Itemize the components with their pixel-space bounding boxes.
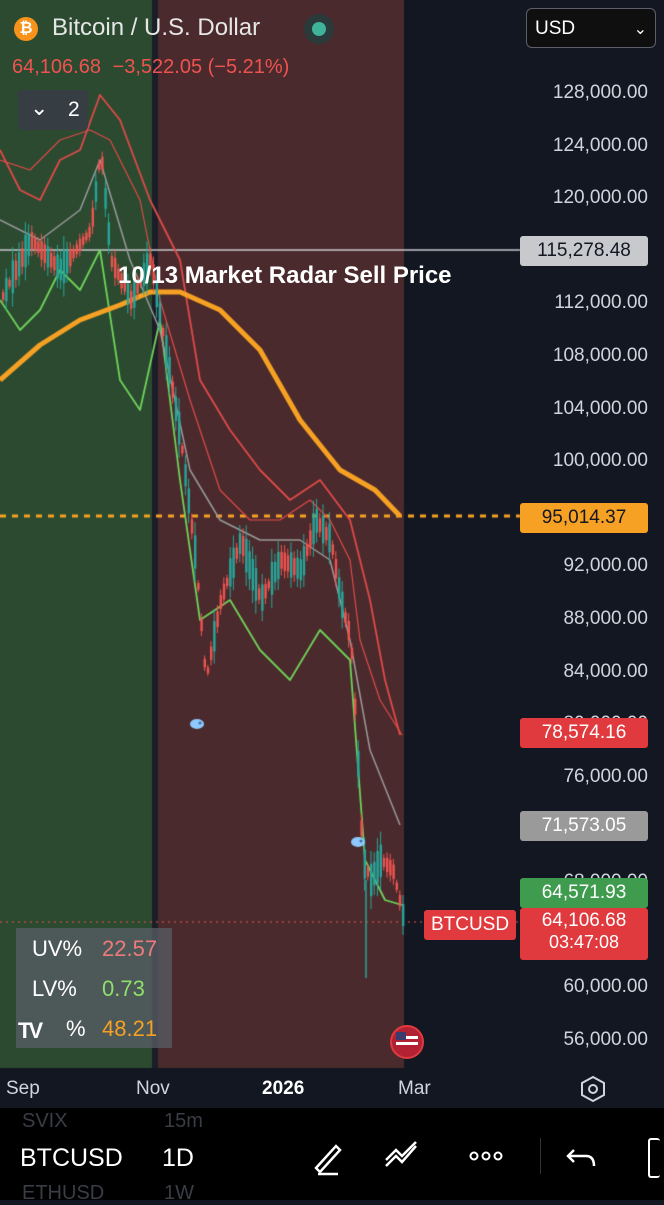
- y-tick: 84,000.00: [563, 660, 648, 682]
- y-tick: 120,000.00: [552, 187, 648, 209]
- ghost-interval: 15m: [164, 1110, 203, 1132]
- y-tick: 112,000.00: [554, 292, 648, 314]
- stat-row-lv: LV% 0.73: [16, 970, 172, 1008]
- redo-icon[interactable]: [648, 1138, 660, 1178]
- indicators-toggle-button[interactable]: ⌄ 2: [18, 90, 88, 130]
- ghost-interval: 1W: [164, 1182, 194, 1204]
- y-tick: 60,000.00: [563, 976, 648, 998]
- y-tick: 76,000.00: [563, 765, 648, 787]
- last-price: 64,106.68: [12, 56, 101, 78]
- bitcoin-logo-icon: ₿: [14, 17, 38, 41]
- more-icon[interactable]: [466, 1136, 506, 1176]
- chart-style-icon[interactable]: [382, 1136, 422, 1176]
- x-tick: Nov: [136, 1078, 170, 1099]
- stat-key: %: [66, 1016, 86, 1041]
- live-status-dot-icon: [304, 14, 334, 44]
- price-change: −3,522.05 (−5.21%): [112, 56, 290, 78]
- chevron-down-icon: ⌄: [30, 95, 49, 120]
- tradingview-logo-icon: TV: [18, 1018, 43, 1043]
- chevron-down-icon: ⌄: [633, 21, 647, 38]
- x-tick: 2026: [262, 1078, 305, 1099]
- x-tick: Mar: [398, 1078, 431, 1099]
- symbol-button[interactable]: BTCUSD: [20, 1144, 123, 1172]
- stats-legend: UV% 22.57 LV% 0.73 TV % 48.21: [16, 928, 172, 1048]
- current-symbol-tag: BTCUSD: [424, 910, 516, 940]
- y-tick: 108,000.00: [552, 345, 648, 366]
- currency-value: USD: [535, 18, 576, 39]
- stat-value: 0.73: [102, 976, 145, 1001]
- orange-line-price-label: 95,014.37: [520, 503, 648, 533]
- stat-key: UV%: [32, 936, 83, 961]
- green-line-price-label: 64,571.93: [520, 878, 648, 908]
- toolbar-divider: [540, 1138, 541, 1174]
- indicator-count: 2: [68, 98, 80, 121]
- price-change-line: 64,106.68 −3,522.05 (−5.21%): [12, 56, 295, 79]
- grey-line-price-label: 71,573.05: [520, 811, 648, 841]
- y-tick: 100,000.00: [552, 450, 648, 472]
- stat-value: 22.57: [102, 936, 158, 961]
- top-line-price-label: 115,278.48: [520, 236, 648, 266]
- y-tick: 88,000.00: [563, 608, 648, 629]
- current-price-label: 64,106.68 03:47:08: [520, 908, 648, 960]
- undo-icon[interactable]: [562, 1136, 602, 1176]
- ghost-symbol: SVIX: [22, 1110, 68, 1132]
- ghost-symbol: ETHUSD: [22, 1182, 105, 1204]
- bar-countdown: 03:47:08: [548, 932, 620, 952]
- current-price: 64,106.68: [541, 910, 627, 931]
- pen-tool-icon[interactable]: [308, 1136, 348, 1176]
- stat-key: LV%: [32, 976, 77, 1001]
- x-tick: Sep: [6, 1078, 40, 1099]
- red-band-price-label: 78,574.16: [520, 718, 648, 748]
- symbol-title[interactable]: Bitcoin / U.S. Dollar: [52, 14, 261, 41]
- us-flag-icon[interactable]: [388, 1024, 428, 1060]
- settings-gear-icon[interactable]: [578, 1074, 608, 1104]
- y-tick: 56,000.00: [563, 1028, 648, 1050]
- stat-row-uv: UV% 22.57: [16, 930, 172, 968]
- y-tick: 124,000.00: [552, 134, 648, 156]
- stat-value: 48.21: [102, 1016, 158, 1041]
- currency-select[interactable]: USD ⌄: [526, 8, 656, 48]
- interval-button[interactable]: 1D: [162, 1144, 194, 1172]
- y-tick: 92,000.00: [563, 555, 648, 577]
- y-tick: 104,000.00: [552, 397, 648, 419]
- stat-row-pct: TV % 48.21: [16, 1010, 172, 1048]
- sell-price-annotation[interactable]: 10/13 Market Radar Sell Price: [118, 262, 452, 289]
- bottom-toolbar: SVIX 15m BTCUSD 1D ETHUSD 1W: [0, 1108, 664, 1204]
- y-tick: 128,000.00: [552, 82, 648, 103]
